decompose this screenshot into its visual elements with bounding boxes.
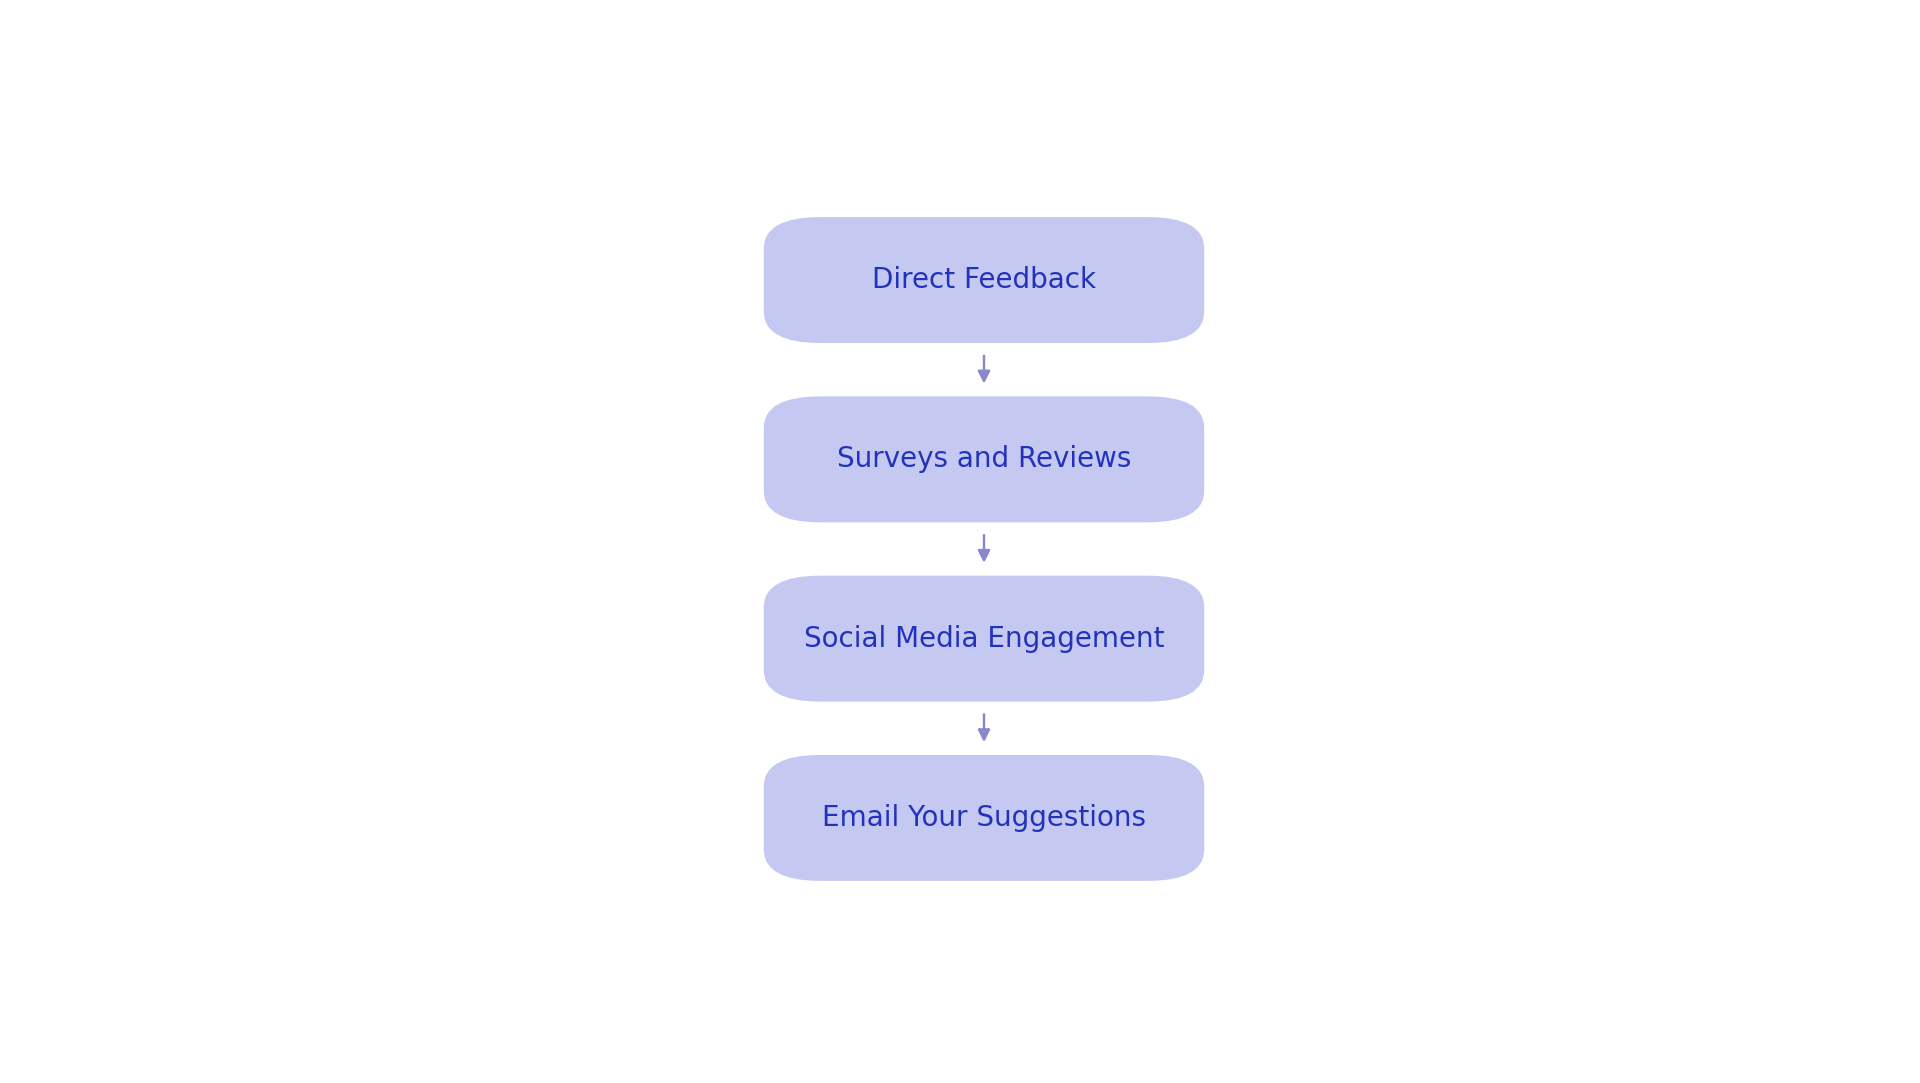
FancyBboxPatch shape [764,217,1204,343]
Text: Social Media Engagement: Social Media Engagement [804,625,1164,653]
Text: Surveys and Reviews: Surveys and Reviews [837,445,1131,473]
FancyBboxPatch shape [764,576,1204,702]
Text: Direct Feedback: Direct Feedback [872,266,1096,295]
FancyBboxPatch shape [764,755,1204,880]
FancyBboxPatch shape [764,396,1204,522]
Text: Email Your Suggestions: Email Your Suggestions [822,804,1146,832]
